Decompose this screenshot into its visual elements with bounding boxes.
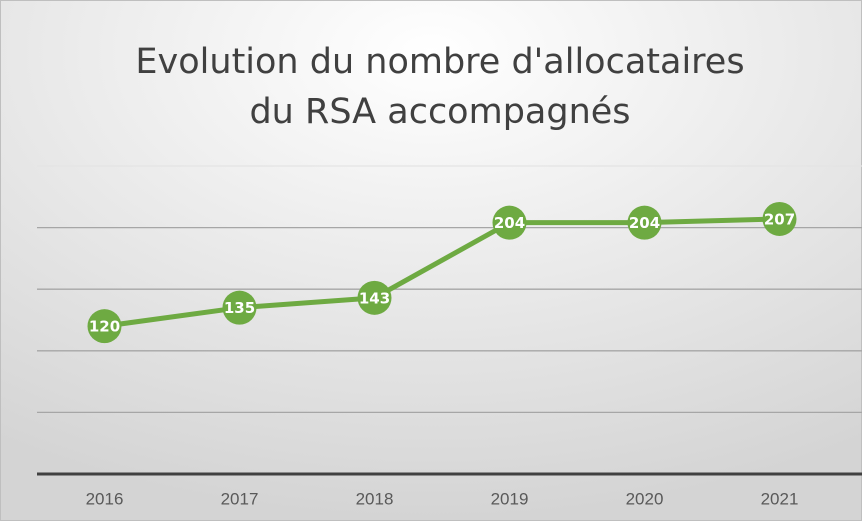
data-label: 204 [494, 214, 525, 232]
chart-title: du RSA accompagnés [249, 92, 630, 132]
marker [357, 280, 392, 315]
marker [762, 201, 797, 236]
x-tick-label: 2016 [86, 489, 124, 508]
x-tick-label: 2021 [761, 489, 799, 508]
data-label: 207 [764, 210, 795, 228]
data-label: 143 [359, 289, 390, 307]
line [104, 216, 780, 329]
chart-title: Evolution du nombre d'allocataires [135, 42, 744, 82]
marker [627, 205, 662, 240]
data-label: 120 [89, 318, 120, 336]
marker [87, 309, 122, 344]
x-tick-label: 2019 [491, 489, 529, 508]
marker [492, 205, 527, 240]
x-tick-label: 2018 [356, 489, 394, 508]
x-tick-label: 2017 [221, 489, 259, 508]
data-label: 204 [629, 214, 660, 232]
marker [222, 290, 257, 325]
x-tick-label: 2020 [626, 489, 664, 508]
data-label: 135 [224, 299, 255, 317]
